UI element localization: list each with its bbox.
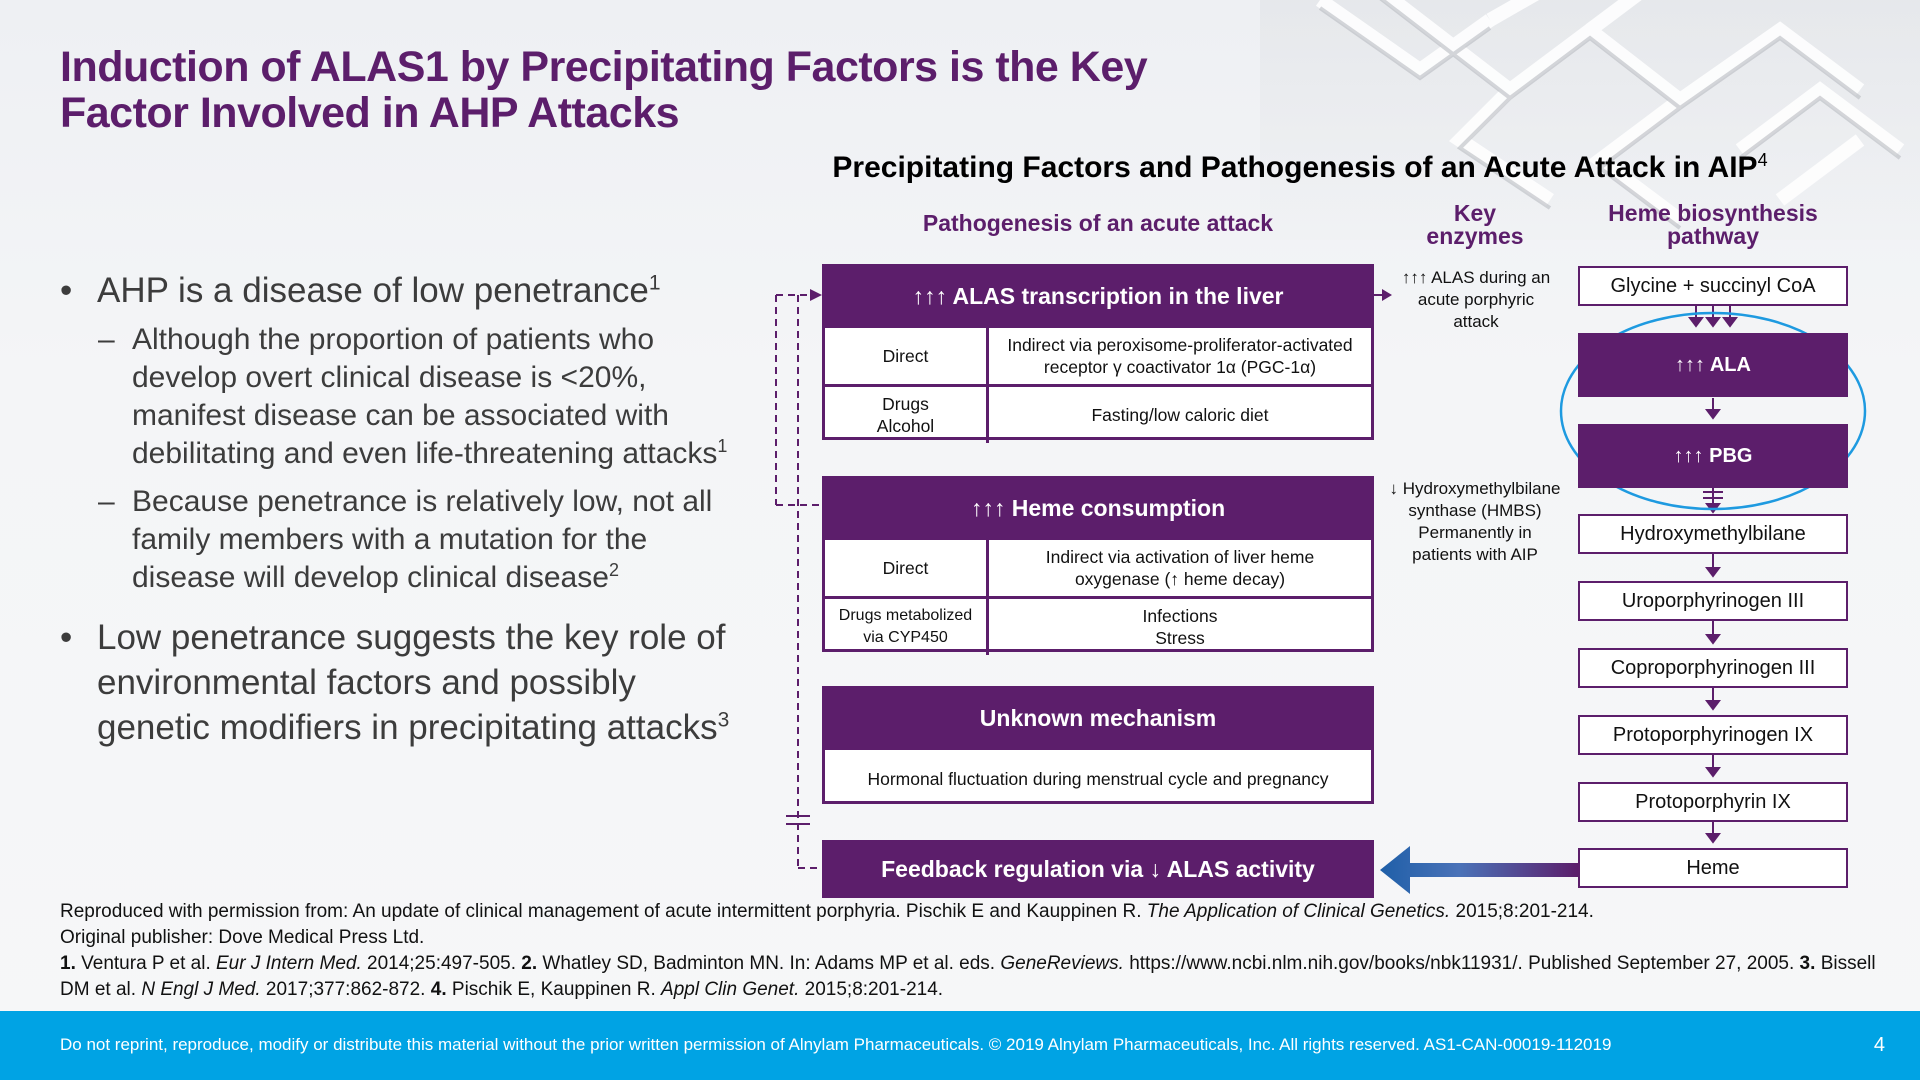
column-header-heme-pathway: Heme biosynthesis pathway [1578,202,1848,248]
sub-bullet-marker: – [98,323,115,356]
unknown-box-row: Hormonal fluctuation during menstrual cy… [825,747,1371,807]
heme-direct-cell: Direct [825,540,989,596]
bullet-citation: 1 [648,271,661,295]
page-number: 4 [1873,1034,1885,1056]
heme-consumption-box: ↑↑↑ Heme consumption Direct Indirect via… [822,476,1374,655]
alas-drugs-line1: Drugs [882,394,929,414]
bullet-marker: • [60,618,73,657]
alas-indirect-line2: receptor γ coactivator 1α (PGC-1α) [1043,357,1317,377]
maze-background-image [1260,0,1920,240]
slide-title: Induction of ALAS1 by Precipitating Fact… [60,43,1148,137]
sub-bullet-marker: – [98,485,115,518]
alas-box-row-2: Drugs Alcohol Fasting/low caloric diet [825,384,1371,443]
hmbs-enzyme-note: ↓ Hydroxymethylbilane synthase (HMBS) Pe… [1378,478,1572,566]
hmbs-enzyme-note-line2: synthase (HMBS) [1408,501,1542,520]
pathway-step-protoporphyrinogen-ix: Protoporphyrinogen IX [1578,715,1848,755]
diagram-title-citation: 4 [1757,150,1768,170]
sub-bullet-proportion: – Although the proportion of patients who… [60,321,750,473]
alas-box-title: ↑↑↑ ALAS transcription in the liver [825,267,1371,325]
alas-drugs-line2: Alcohol [876,416,935,436]
heme-drugs-line1: Drugs metabolized [838,607,973,624]
bullet-text: Low penetrance suggests the key role of … [97,618,726,747]
pathway-step-glycine-succinyl-coa: Glycine + succinyl CoA [1578,266,1848,306]
heme-indirect-line1: Indirect via activation of liver heme [1045,547,1315,567]
alas-transcription-box: ↑↑↑ ALAS transcription in the liver Dire… [822,264,1374,443]
heme-infections-line2: Stress [1155,628,1205,648]
pathway-step-coproporphyrinogen-iii: Coproporphyrinogen III [1578,648,1848,688]
heme-drugs-cell: Drugs metabolized via CYP450 [825,599,989,655]
reference-publisher: Original publisher: Dove Medical Press L… [60,927,425,948]
alas-direct-cell: Direct [825,328,989,384]
column-header-key-enzymes: Key enzymes [1390,202,1560,248]
sub-bullet-text: Because penetrance is relatively low, no… [132,485,713,594]
arrowhead-to-alas [810,289,822,301]
alas-enzyme-note-line1: ↑↑↑ ALAS during an [1401,268,1551,287]
alas-enzyme-note: ↑↑↑ ALAS during an acute porphyric attac… [1388,267,1564,333]
feedback-arrow [1380,846,1578,894]
pathway-step-protoporphyrin-ix: Protoporphyrin IX [1578,782,1848,822]
heme-box-row-2: Drugs metabolized via CYP450 Infections … [825,596,1371,655]
heme-box-row-1: Direct Indirect via activation of liver … [825,537,1371,596]
alas-enzyme-note-line2: acute porphyric [1417,290,1535,309]
bullet-environmental-factors: • Low penetrance suggests the key role of… [60,615,750,750]
pathway-step-heme: Heme [1578,848,1848,888]
footer-bar: Do not reprint, reproduce, modify or dis… [0,1011,1920,1080]
pathway-step-ala: ↑↑↑ ALA [1578,333,1848,397]
bullet-text: AHP is a disease of low penetrance [97,271,649,310]
sub-bullet-citation: 2 [608,560,619,580]
column-header-key-enzymes-line1: Key [1453,200,1497,226]
pathway-step-pbg: ↑↑↑ PBG [1578,424,1848,488]
column-header-pathogenesis: Pathogenesis of an acute attack [922,210,1274,236]
reference-list: 1. Ventura P et al. Eur J Intern Med. 20… [60,953,1876,1000]
bullet-low-penetrance: • AHP is a disease of low penetrance1 [60,268,750,313]
bullet-marker: • [60,271,73,310]
hmbs-enzyme-note-line4: patients with AIP [1412,545,1538,564]
heme-drugs-line2: via CYP450 [863,629,948,646]
alas-fasting-cell: Fasting/low caloric diet [1091,405,1269,425]
heme-indirect-line2: oxygenase (↑ heme decay) [1074,569,1286,589]
column-header-key-enzymes-line2: enzymes [1426,223,1524,249]
diagram-title-text: Precipitating Factors and Pathogenesis o… [832,151,1758,184]
heme-indirect-cell: Indirect via activation of liver heme ox… [989,540,1371,596]
alas-drugs-cell: Drugs Alcohol [825,387,989,443]
alas-indirect-line1: Indirect via peroxisome-proliferator-act… [1007,335,1353,355]
diagram-title: Precipitating Factors and Pathogenesis o… [700,150,1900,185]
references: Reproduced with permission from: An upda… [60,899,1890,1003]
heme-infections-line1: Infections [1142,606,1218,626]
sub-bullet-text: Although the proportion of patients who … [132,323,718,470]
reference-reproduction: Reproduced with permission from: An upda… [60,901,1594,922]
footer-disclaimer: Do not reprint, reproduce, modify or dis… [60,1035,1612,1054]
pathway-step-uroporphyrinogen-iii: Uroporphyrinogen III [1578,581,1848,621]
bullet-citation: 3 [717,708,730,732]
alas-box-row-1: Direct Indirect via peroxisome-prolifera… [825,325,1371,384]
sub-bullet-family-members: – Because penetrance is relatively low, n… [60,483,750,597]
hmbs-enzyme-note-line1: ↓ Hydroxymethylbilane [1389,479,1561,498]
alas-indirect-cell: Indirect via peroxisome-proliferator-act… [989,328,1371,384]
heme-box-title: ↑↑↑ Heme consumption [825,479,1371,537]
pathway-step-hydroxymethylbilane: Hydroxymethylbilane [1578,514,1848,554]
heme-infections-cell: Infections Stress [989,599,1371,655]
unknown-box-title: Unknown mechanism [825,689,1371,747]
column-header-heme-pathway-line2: pathway [1666,223,1760,249]
alas-enzyme-note-line3: attack [1453,312,1499,331]
unknown-mechanism-box: Unknown mechanism Hormonal fluctuation d… [822,686,1374,804]
bullet-list: • AHP is a disease of low penetrance1 – Al… [60,268,750,758]
inhibition-mark [786,815,810,825]
feedback-regulation-box: Feedback regulation via ↓ ALAS activity [822,840,1374,898]
hormonal-fluctuation-cell: Hormonal fluctuation during menstrual cy… [867,768,1329,789]
hmbs-enzyme-note-line3: Permanently in [1418,523,1532,542]
column-header-heme-pathway-line1: Heme biosynthesis [1608,200,1818,226]
sub-bullet-citation: 1 [717,436,728,456]
